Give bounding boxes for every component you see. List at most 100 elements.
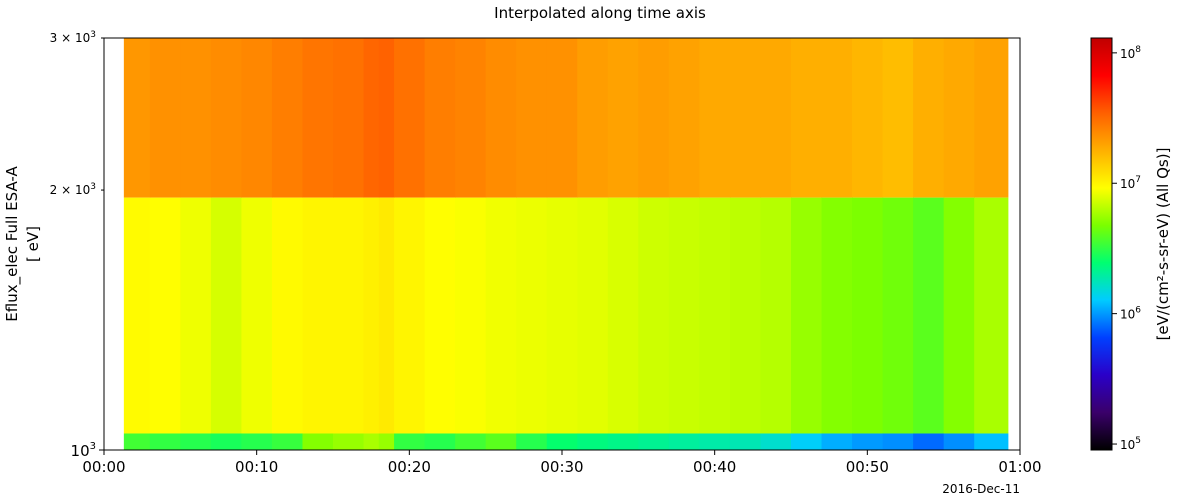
heatmap-cell: [363, 38, 380, 198]
colorbar-tick-label: 106: [1120, 306, 1141, 322]
heatmap-cell: [394, 197, 426, 434]
y-axis-label: Eflux_elec Full ESA-A: [3, 166, 22, 322]
heatmap-cell: [974, 38, 1009, 198]
heatmap-cell: [607, 433, 639, 450]
heatmap-cell: [180, 197, 212, 434]
heatmap-cell: [729, 38, 762, 198]
heatmap-cell: [302, 433, 334, 450]
x-tick-label: 00:20: [388, 458, 431, 476]
heatmap-cell: [791, 197, 823, 434]
heatmap-cell: [271, 38, 304, 198]
heatmap-cell: [546, 38, 578, 198]
heatmap-cell: [485, 38, 517, 198]
heatmap-cell: [363, 197, 380, 434]
heatmap-cell: [852, 197, 884, 434]
colorbar: [1090, 37, 1113, 451]
heatmap-cell: [180, 433, 212, 450]
colorbar-ticks: 105 106 107 108: [1112, 45, 1141, 452]
heatmap-cell: [729, 433, 762, 450]
heatmap-cell: [638, 38, 670, 198]
heatmap-cell: [455, 197, 487, 434]
heatmap-cell: [821, 433, 853, 450]
heatmap-cell: [882, 38, 914, 198]
heatmap-cell: [913, 433, 945, 450]
heatmap-cell: [378, 38, 395, 198]
heatmap-cell: [821, 197, 853, 434]
heatmap-cell: [791, 38, 823, 198]
heatmap-cell: [668, 38, 700, 198]
chart-title: Interpolated along time axis: [494, 4, 706, 22]
heatmap-cell: [607, 197, 639, 434]
heatmap-cell: [577, 197, 609, 434]
heatmap-cell: [882, 197, 914, 434]
heatmap-cell: [760, 433, 792, 450]
heatmap-cell: [394, 38, 426, 198]
heatmap-cell: [123, 433, 151, 450]
heatmap-cell: [149, 433, 181, 450]
heatmap-cell: [760, 197, 792, 434]
heatmap-cell: [974, 433, 1009, 450]
colorbar-tick-label: 105: [1120, 436, 1141, 452]
heatmap-cell: [485, 197, 517, 434]
heatmap-cell: [394, 433, 426, 450]
y-tick-label: 103: [71, 441, 96, 460]
colorbar-tick-label: 107: [1120, 175, 1141, 191]
heatmap-cell: [271, 433, 304, 450]
heatmap-cell: [455, 38, 487, 198]
heatmap-cell: [668, 197, 700, 434]
heatmap-cell: [333, 38, 365, 198]
heatmap-cell: [180, 38, 212, 198]
heatmap-cell: [882, 433, 914, 450]
heatmap-cell: [943, 433, 975, 450]
heatmap-cell: [729, 197, 762, 434]
heatmap-cell: [699, 197, 731, 434]
heatmap-cell: [943, 197, 975, 434]
x-tick-label: 00:40: [693, 458, 736, 476]
y-axis: 103 2 × 103 3 × 103: [50, 30, 104, 460]
heatmap-cells: [123, 38, 1009, 450]
y-tick-label: 3 × 103: [50, 30, 96, 45]
date-label: 2016-Dec-11: [942, 482, 1020, 496]
heatmap-cell: [333, 433, 365, 450]
heatmap-cell: [516, 38, 548, 198]
heatmap-cell: [943, 38, 975, 198]
heatmap-cell: [638, 433, 670, 450]
heatmap-cell: [378, 433, 395, 450]
heatmap-cell: [546, 197, 578, 434]
y-tick-label: 2 × 103: [50, 182, 96, 197]
heatmap-cell: [638, 197, 670, 434]
x-tick-label: 00:50: [846, 458, 889, 476]
heatmap-cell: [455, 433, 487, 450]
x-tick-label: 00:30: [540, 458, 583, 476]
heatmap-cell: [913, 38, 945, 198]
heatmap-cell: [974, 197, 1009, 434]
heatmap-cell: [363, 433, 380, 450]
heatmap-cell: [424, 433, 456, 450]
heatmap-cell: [271, 197, 304, 434]
heatmap-cell: [821, 38, 853, 198]
heatmap-cell: [516, 433, 548, 450]
x-tick-label: 00:10: [235, 458, 278, 476]
heatmap-cell: [577, 433, 609, 450]
x-tick-label: 00:00: [82, 458, 125, 476]
heatmap-cell: [791, 433, 823, 450]
heatmap-cell: [378, 197, 395, 434]
heatmap-cell: [123, 197, 151, 434]
heatmap-cell: [913, 197, 945, 434]
heatmap-cell: [424, 197, 456, 434]
heatmap-cell: [302, 197, 334, 434]
heatmap-cell: [546, 433, 578, 450]
heatmap-cell: [241, 38, 273, 198]
heatmap-cell: [210, 38, 242, 198]
heatmap-cell: [149, 197, 181, 434]
heatmap-cell: [302, 38, 334, 198]
heatmap-cell: [699, 433, 731, 450]
colorbar-label: [eV/(cm²-s-sr-eV) (All Qs)]: [1154, 148, 1172, 341]
heatmap-cell: [149, 38, 181, 198]
heatmap-cell: [123, 38, 151, 198]
heatmap-cell: [760, 38, 792, 198]
x-tick-label: 01:00: [998, 458, 1041, 476]
y-axis-unit-label: [ eV]: [24, 226, 42, 262]
heatmap-cell: [424, 38, 456, 198]
